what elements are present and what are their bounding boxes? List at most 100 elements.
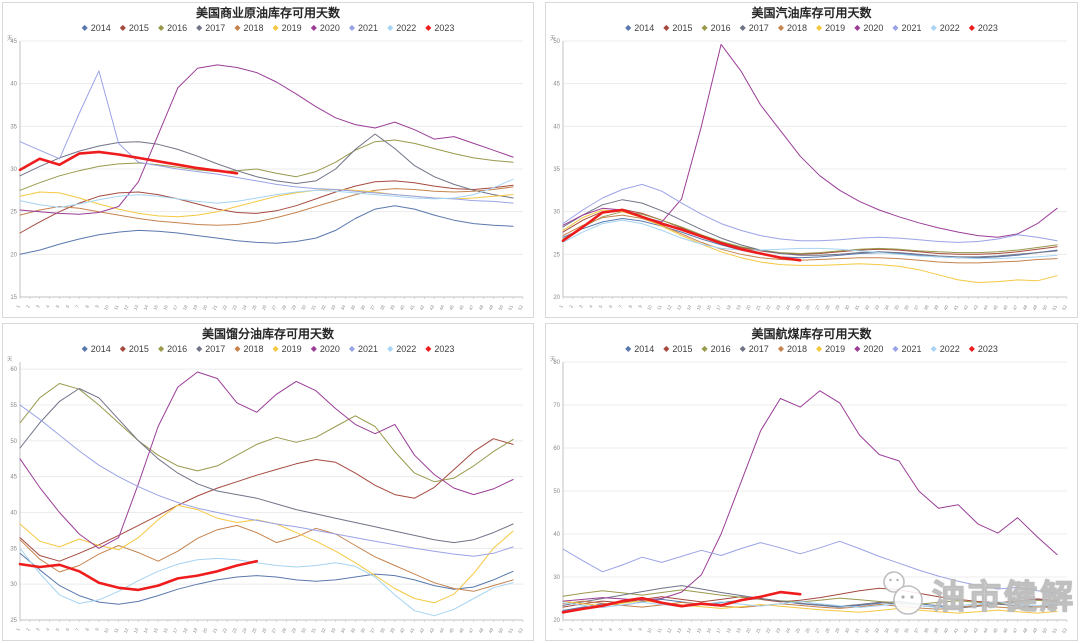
- legend-item-2014: ◆ 2014: [82, 23, 111, 33]
- svg-text:47: 47: [468, 627, 475, 634]
- svg-text:25: 25: [251, 304, 258, 311]
- chart-panel-distillate: 美国馏分油库存可用天数 ◆ 2014 ◆ 2015 ◆ 2016 ◆ 2017 ◆ 2018 ◆ 20…: [2, 323, 534, 641]
- y-tick-label: 40: [553, 532, 560, 538]
- svg-text:3: 3: [35, 627, 41, 632]
- svg-text:16: 16: [162, 627, 169, 634]
- legend-diamond-marker: ◆: [157, 22, 165, 32]
- svg-text:11: 11: [656, 627, 663, 634]
- svg-text:21: 21: [755, 304, 762, 311]
- x-tick-labels: 1 2 3 4 5 6 7 8 9 10 11 12 13 14 15 16 17 18 19 20 21 22 23 24 2…: [15, 620, 524, 634]
- svg-text:46: 46: [1002, 304, 1009, 311]
- legend-item-2022: ◆ 2022: [931, 344, 960, 354]
- svg-text:27: 27: [814, 627, 821, 634]
- svg-text:52: 52: [1061, 304, 1068, 311]
- watermark-text: 油市健解: [931, 577, 1076, 615]
- legend-diamond-marker: ◆: [739, 22, 746, 32]
- legend-item-2022: ◆ 2022: [387, 23, 416, 33]
- series-line-2020: [19, 64, 514, 215]
- legend-diamond-marker: ◆: [663, 22, 670, 32]
- y-tick-label: 40: [10, 511, 17, 517]
- y-tick-label: 30: [553, 575, 560, 581]
- svg-text:26: 26: [804, 304, 811, 311]
- legend-year-label: 2023: [434, 343, 455, 354]
- legend-item-2022: ◆ 2022: [387, 344, 416, 354]
- svg-text:29: 29: [290, 627, 297, 634]
- svg-text:8: 8: [627, 627, 633, 632]
- svg-text:27: 27: [271, 627, 278, 634]
- svg-text:18: 18: [725, 304, 732, 311]
- svg-text:43: 43: [428, 627, 435, 634]
- legend-year-label: 2018: [243, 22, 264, 33]
- svg-text:22: 22: [221, 304, 228, 311]
- svg-text:18: 18: [182, 627, 189, 634]
- series-line-2018: [562, 600, 1058, 610]
- y-axis-unit-label: 天: [7, 356, 13, 363]
- svg-text:12: 12: [666, 304, 673, 311]
- legend-item-2016: ◆ 2016: [701, 344, 730, 354]
- svg-text:46: 46: [458, 304, 465, 311]
- legend-item-2016: ◆ 2016: [158, 344, 187, 354]
- svg-text:5: 5: [55, 304, 61, 309]
- y-tick-label: 60: [553, 446, 560, 452]
- legend-item-2021: ◆ 2021: [892, 344, 921, 354]
- svg-text:36: 36: [903, 304, 910, 311]
- svg-text:1: 1: [15, 627, 21, 632]
- svg-text:17: 17: [715, 304, 722, 311]
- legend-year-label: 2020: [319, 22, 340, 33]
- svg-text:11: 11: [113, 627, 120, 634]
- svg-text:10: 10: [103, 627, 110, 634]
- legend-item-2014: ◆ 2014: [625, 344, 654, 354]
- chart-panel-crude: 美国商业原油库存可用天数 ◆ 2014 ◆ 2015 ◆ 2016 ◆ 2017 ◆ 2018 ◆ 2…: [2, 2, 534, 318]
- legend-diamond-marker: ◆: [157, 343, 165, 353]
- legend-year-label: 2015: [128, 22, 149, 33]
- svg-text:34: 34: [883, 627, 890, 634]
- svg-text:14: 14: [686, 304, 693, 311]
- chart-title-distillate: 美国馏分油库存可用天数: [201, 327, 334, 341]
- svg-text:19: 19: [192, 304, 199, 311]
- y-tick-label: 50: [553, 39, 560, 45]
- legend-year-label: 2021: [358, 343, 379, 354]
- legend-item-2020: ◆ 2020: [854, 23, 883, 33]
- svg-text:36: 36: [903, 627, 910, 634]
- legend-item-2015: ◆ 2015: [663, 23, 692, 33]
- series-line-2016: [562, 211, 1058, 254]
- svg-text:15: 15: [152, 304, 159, 311]
- legend-year-label: 2019: [825, 22, 846, 33]
- y-tick-label: 35: [10, 124, 17, 130]
- svg-text:35: 35: [893, 304, 900, 311]
- svg-text:3: 3: [578, 627, 584, 632]
- legend-year-label: 2015: [672, 343, 693, 354]
- svg-text:41: 41: [409, 627, 416, 634]
- series-line-2017: [562, 199, 1058, 258]
- legend-year-label: 2017: [205, 343, 226, 354]
- svg-text:48: 48: [1022, 304, 1029, 311]
- series-line-2016: [562, 589, 1058, 605]
- svg-text:13: 13: [133, 627, 140, 634]
- series-line-2023: [18, 559, 258, 592]
- y-tick-label: 40: [10, 82, 17, 88]
- svg-text:39: 39: [389, 627, 396, 634]
- svg-text:13: 13: [676, 627, 683, 634]
- legend-diamond-marker: ◆: [425, 22, 432, 32]
- legend-year-label: 2018: [786, 22, 807, 33]
- svg-text:19: 19: [192, 627, 199, 634]
- svg-text:44: 44: [438, 304, 445, 311]
- svg-text:4: 4: [588, 304, 594, 309]
- legend-item-2020: ◆ 2020: [854, 344, 883, 354]
- svg-text:6: 6: [65, 304, 71, 309]
- legend-item-2017: ◆ 2017: [196, 23, 225, 33]
- svg-text:7: 7: [74, 304, 80, 309]
- legend-diamond-marker: ◆: [701, 22, 708, 32]
- legend-year-label: 2021: [901, 343, 922, 354]
- legend-diamond-marker: ◆: [930, 343, 937, 353]
- chart-panel-gasoline: 美国汽油库存可用天数 ◆ 2014 ◆ 2015 ◆ 2016 ◆ 2017 ◆ 2018 ◆ 201…: [545, 2, 1078, 318]
- series-line-2022: [19, 547, 514, 617]
- svg-text:45: 45: [448, 627, 455, 634]
- legend-diamond-marker: ◆: [348, 343, 356, 353]
- svg-text:5: 5: [598, 627, 604, 632]
- y-tick-label: 15: [10, 295, 17, 301]
- legend-diamond-marker: ◆: [81, 22, 88, 32]
- y-tick-label: 80: [553, 360, 560, 366]
- legend-item-2019: ◆ 2019: [816, 344, 845, 354]
- svg-text:51: 51: [507, 304, 514, 311]
